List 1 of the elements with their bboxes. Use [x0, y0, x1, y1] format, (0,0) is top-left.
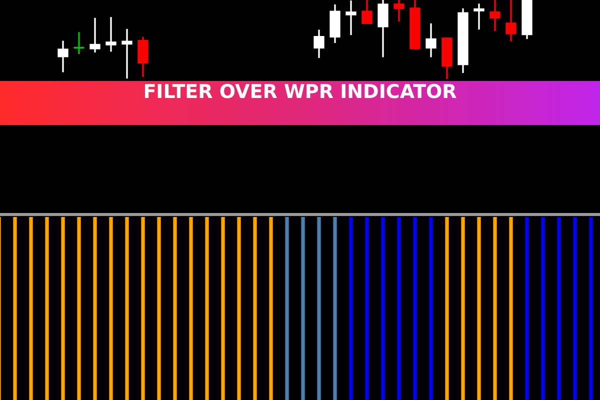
text: FILTER OVER WPR INDICATOR: [0, 81, 600, 125]
